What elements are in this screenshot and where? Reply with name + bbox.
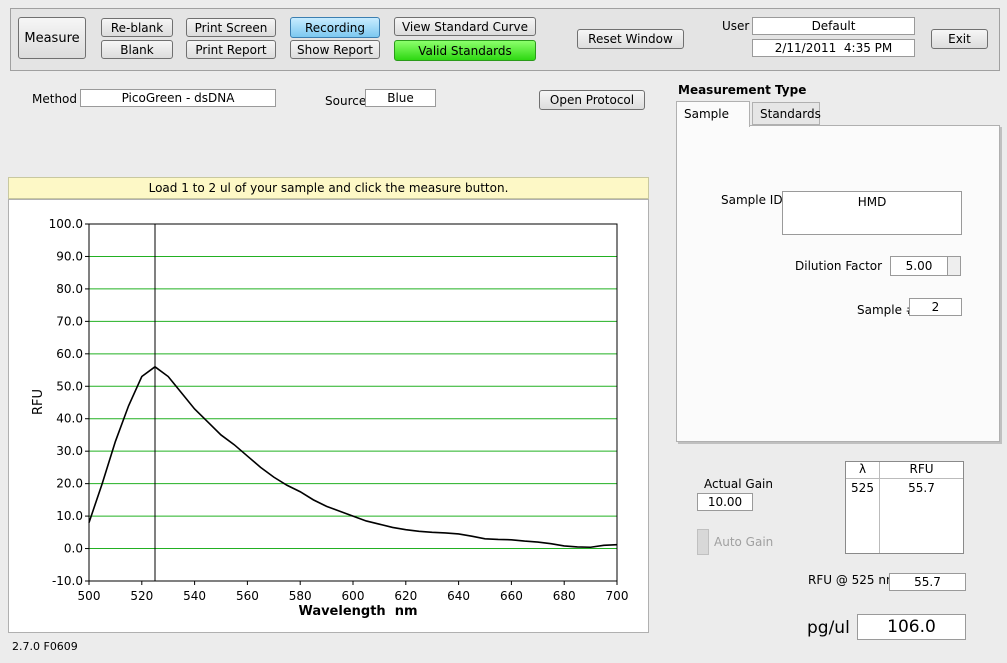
source-label: Source xyxy=(325,94,367,108)
datetime-field: 2/11/2011 4:35 PM xyxy=(752,39,915,57)
view-standard-curve-button[interactable]: View Standard Curve xyxy=(394,17,536,36)
rfu-at-label: RFU @ 525 nm xyxy=(808,573,898,587)
chart: Wavelength nm RFU -10.0 0.0 10.0 20.0 30.0 40… xyxy=(8,199,649,633)
table-header: RFU xyxy=(880,462,963,479)
print-report-button[interactable]: Print Report xyxy=(186,40,276,59)
sample-id-field[interactable]: HMD xyxy=(782,191,962,235)
show-report-button[interactable]: Show Report xyxy=(290,40,380,59)
y-tick-label: 100.0 xyxy=(49,217,83,231)
valid-standards-indicator[interactable]: Valid Standards xyxy=(394,40,536,61)
dilution-spinner[interactable] xyxy=(947,256,961,276)
auto-gain-label: Auto Gain xyxy=(714,535,774,549)
x-tick-label: 520 xyxy=(130,589,153,603)
blank-button[interactable]: Blank xyxy=(101,40,173,59)
table-divider xyxy=(879,479,880,553)
table-cell: 525 xyxy=(851,481,874,495)
x-tick-label: 680 xyxy=(553,589,576,603)
measure-button[interactable]: Measure xyxy=(18,17,86,59)
y-axis-label: RFU xyxy=(31,389,46,415)
table-cell: 55.7 xyxy=(908,481,935,495)
y-tick-label: 60.0 xyxy=(56,347,83,361)
actual-gain-field[interactable]: 10.00 xyxy=(697,493,753,511)
auto-gain-toggle[interactable] xyxy=(697,529,709,555)
concentration-label: pg/ul xyxy=(807,618,850,638)
standards-tab[interactable]: Standards xyxy=(752,102,821,125)
y-tick-label: 30.0 xyxy=(56,444,83,458)
plot-area xyxy=(88,223,618,582)
x-tick-label: 600 xyxy=(342,589,365,603)
y-tick-label: -10.0 xyxy=(52,574,83,588)
x-tick-label: 540 xyxy=(183,589,206,603)
tab-panel xyxy=(676,125,1000,442)
rfu-at-field: 55.7 xyxy=(889,573,966,591)
result-table: λ RFU 525 55.7 xyxy=(845,461,964,554)
y-tick-label: 10.0 xyxy=(56,509,83,523)
recording-button[interactable]: Recording xyxy=(290,17,380,38)
dilution-factor-label: Dilution Factor xyxy=(795,259,883,273)
x-tick-label: 660 xyxy=(500,589,523,603)
spectrum-line xyxy=(88,365,618,549)
open-protocol-button[interactable]: Open Protocol xyxy=(539,90,645,110)
y-tick-label: 40.0 xyxy=(56,412,83,426)
instruction-banner: Load 1 to 2 ul of your sample and click … xyxy=(8,177,649,199)
x-tick-label: 500 xyxy=(78,589,101,603)
version-label: 2.7.0 F0609 xyxy=(12,640,78,653)
chart-frame xyxy=(8,199,649,633)
y-tick-label: 70.0 xyxy=(56,314,83,328)
y-tick-label: 90.0 xyxy=(56,249,83,263)
actual-gain-label: Actual Gain xyxy=(704,477,773,491)
y-tick-label: 50.0 xyxy=(56,379,83,393)
x-tick-label: 640 xyxy=(447,589,470,603)
dilution-factor-field[interactable]: 5.00 xyxy=(890,256,948,276)
source-field[interactable]: Blue xyxy=(365,89,436,107)
x-tick-label: 700 xyxy=(606,589,629,603)
method-label: Method xyxy=(32,92,78,106)
x-tick-label: 580 xyxy=(289,589,312,603)
x-tick-label: 560 xyxy=(236,589,259,603)
reblank-button[interactable]: Re-blank xyxy=(101,18,173,37)
user-label: User xyxy=(722,19,750,33)
y-tick-label: 20.0 xyxy=(56,477,83,491)
x-axis-label: Wavelength nm xyxy=(298,604,417,619)
exit-button[interactable]: Exit xyxy=(931,29,988,49)
table-header: λ xyxy=(846,462,880,479)
sample-number-label: Sample # xyxy=(857,303,916,317)
y-tick-label: 0.0 xyxy=(64,542,83,556)
sample-id-label: Sample ID xyxy=(721,193,783,207)
sample-tab[interactable]: Sample xyxy=(676,101,750,127)
concentration-field: 106.0 xyxy=(857,614,966,640)
reset-window-button[interactable]: Reset Window xyxy=(577,29,684,49)
method-field[interactable]: PicoGreen - dsDNA xyxy=(80,89,276,107)
y-tick-label: 80.0 xyxy=(56,282,83,296)
sample-number-field[interactable]: 2 xyxy=(909,298,962,316)
user-field: Default xyxy=(752,17,915,35)
print-screen-button[interactable]: Print Screen xyxy=(186,18,276,37)
measurement-type-title: Measurement Type xyxy=(678,83,807,97)
x-tick-label: 620 xyxy=(394,589,417,603)
